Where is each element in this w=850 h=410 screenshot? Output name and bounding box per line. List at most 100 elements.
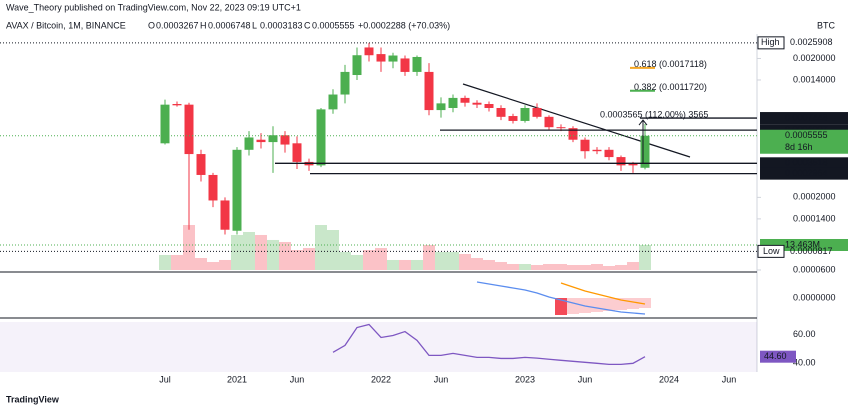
candle-body — [544, 116, 554, 128]
x-tick-label: 2022 — [371, 374, 391, 384]
candle-body — [460, 97, 470, 103]
candle-body — [532, 107, 542, 117]
volume-bar — [627, 261, 639, 270]
candle-body — [316, 109, 326, 166]
volume-bar — [411, 259, 423, 270]
volume-bar — [615, 265, 627, 270]
ohlc-value: 0.0006748 — [208, 20, 251, 30]
volume-bar — [339, 252, 351, 270]
x-tick-label: 2021 — [227, 374, 247, 384]
candle-body — [484, 104, 494, 108]
countdown: 8d 16h — [785, 142, 813, 152]
candle-body — [364, 47, 374, 56]
volume-bar — [567, 265, 579, 270]
x-tick-label: 2024 — [659, 374, 679, 384]
volume-bar — [519, 264, 531, 270]
x-tick-label: Jun — [722, 374, 737, 384]
ohlc-key: H — [200, 20, 207, 30]
volume-bar — [231, 234, 243, 270]
publisher: Wave_Theory published on TradingView.com… — [6, 2, 301, 12]
price-label: 0.0005555 — [785, 130, 828, 140]
candle-body — [520, 107, 530, 121]
candle-body — [400, 58, 410, 72]
high-value: 0.0025908 — [790, 37, 833, 47]
volume-bar — [579, 265, 591, 270]
level-label: 0.0002964 — [785, 168, 828, 178]
candle-body — [244, 137, 254, 150]
candle-body — [616, 157, 626, 166]
volume-label: 13.463M — [785, 239, 820, 249]
trend-line — [462, 83, 691, 158]
candle-body — [580, 139, 590, 152]
macd-histogram — [567, 298, 579, 314]
volume-bar — [639, 244, 651, 270]
low-value: 0.0000817 — [790, 246, 833, 256]
candle-body — [184, 104, 194, 155]
high-tag — [757, 36, 785, 50]
volume-bar — [375, 247, 387, 270]
volume-bar — [387, 259, 399, 270]
volume-bar — [303, 247, 315, 270]
volume-bar — [279, 241, 291, 270]
candle-body — [388, 55, 398, 62]
candle-body — [232, 149, 242, 231]
candle-body — [256, 139, 266, 143]
candle-body — [280, 135, 290, 145]
y-tick-label: 0.0020000 — [793, 53, 836, 63]
low-tag — [757, 244, 785, 258]
level-label: 0.0007448 — [785, 112, 828, 122]
volume-bar — [351, 254, 363, 270]
rsi-band — [0, 322, 757, 372]
macd-histogram — [639, 298, 651, 308]
candle-body — [424, 71, 434, 111]
candle-body — [568, 128, 578, 140]
ohlc-key: L — [252, 20, 257, 30]
ohlc-value: 0.0005555 — [312, 20, 355, 30]
fib-label: 0.382 (0.0011720) — [634, 82, 707, 92]
candle-body — [268, 135, 278, 143]
candle-body — [604, 149, 614, 158]
rsi-label-box — [760, 350, 796, 363]
volume-bar — [159, 254, 171, 270]
candle-body — [196, 154, 206, 175]
y-tick-label: 40.00 — [793, 358, 816, 368]
candle-body — [412, 56, 422, 72]
volume-bar — [435, 252, 447, 270]
volume-bar — [219, 259, 231, 270]
signal-line — [560, 282, 646, 305]
volume-bar — [531, 265, 543, 270]
volume-bar — [447, 252, 459, 270]
volume-bar — [555, 264, 567, 270]
x-tick-label: 2023 — [515, 374, 535, 384]
candle-body — [172, 104, 182, 106]
level-box — [760, 112, 848, 125]
y-tick-label: 0.0001400 — [793, 213, 836, 223]
volume-bar — [591, 264, 603, 270]
candle-body — [628, 163, 638, 166]
y-tick-label: 0.0014000 — [793, 74, 836, 84]
volume-bar — [171, 254, 183, 270]
currency: BTC — [817, 20, 836, 30]
volume-bar — [459, 253, 471, 270]
candle-body — [208, 174, 218, 201]
ohlc-value: 0.0003183 — [260, 20, 303, 30]
low-tag-label: Low — [763, 246, 780, 256]
volume-bar — [195, 258, 207, 270]
ohlc-key: O — [148, 20, 155, 30]
brand: TradingView — [6, 394, 60, 404]
y-tick-label: 0.0000600 — [793, 264, 836, 274]
macd-histogram — [603, 298, 615, 311]
macd-histogram — [555, 298, 567, 315]
volume-bar — [507, 264, 519, 270]
macd-histogram — [591, 298, 603, 312]
candle-body — [160, 104, 170, 144]
volume-bar — [399, 259, 411, 270]
fib-label: 0.618 (0.0017118) — [634, 59, 707, 69]
candle-body — [496, 107, 506, 117]
high-tag-label: High — [761, 37, 780, 47]
volume-bar — [183, 225, 195, 270]
x-tick-label: Jun — [578, 374, 593, 384]
candle-body — [328, 94, 338, 110]
volume-bar — [291, 249, 303, 270]
